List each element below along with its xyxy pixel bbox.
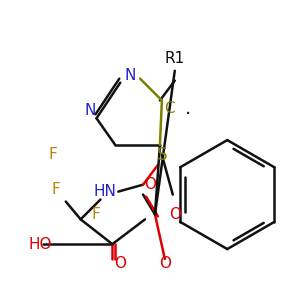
Text: F: F xyxy=(91,207,100,222)
Text: R1: R1 xyxy=(165,51,185,66)
Text: O: O xyxy=(144,177,156,192)
Text: O: O xyxy=(114,256,126,272)
Text: HO: HO xyxy=(28,237,52,252)
Text: O: O xyxy=(169,207,181,222)
Text: O: O xyxy=(159,256,171,272)
Text: S: S xyxy=(157,146,167,164)
Text: C: C xyxy=(164,101,175,116)
Text: N: N xyxy=(124,68,136,83)
Text: F: F xyxy=(52,182,60,197)
Text: F: F xyxy=(49,148,57,163)
Text: HN: HN xyxy=(94,184,117,199)
Text: .: . xyxy=(184,99,191,118)
Text: N: N xyxy=(85,103,96,118)
